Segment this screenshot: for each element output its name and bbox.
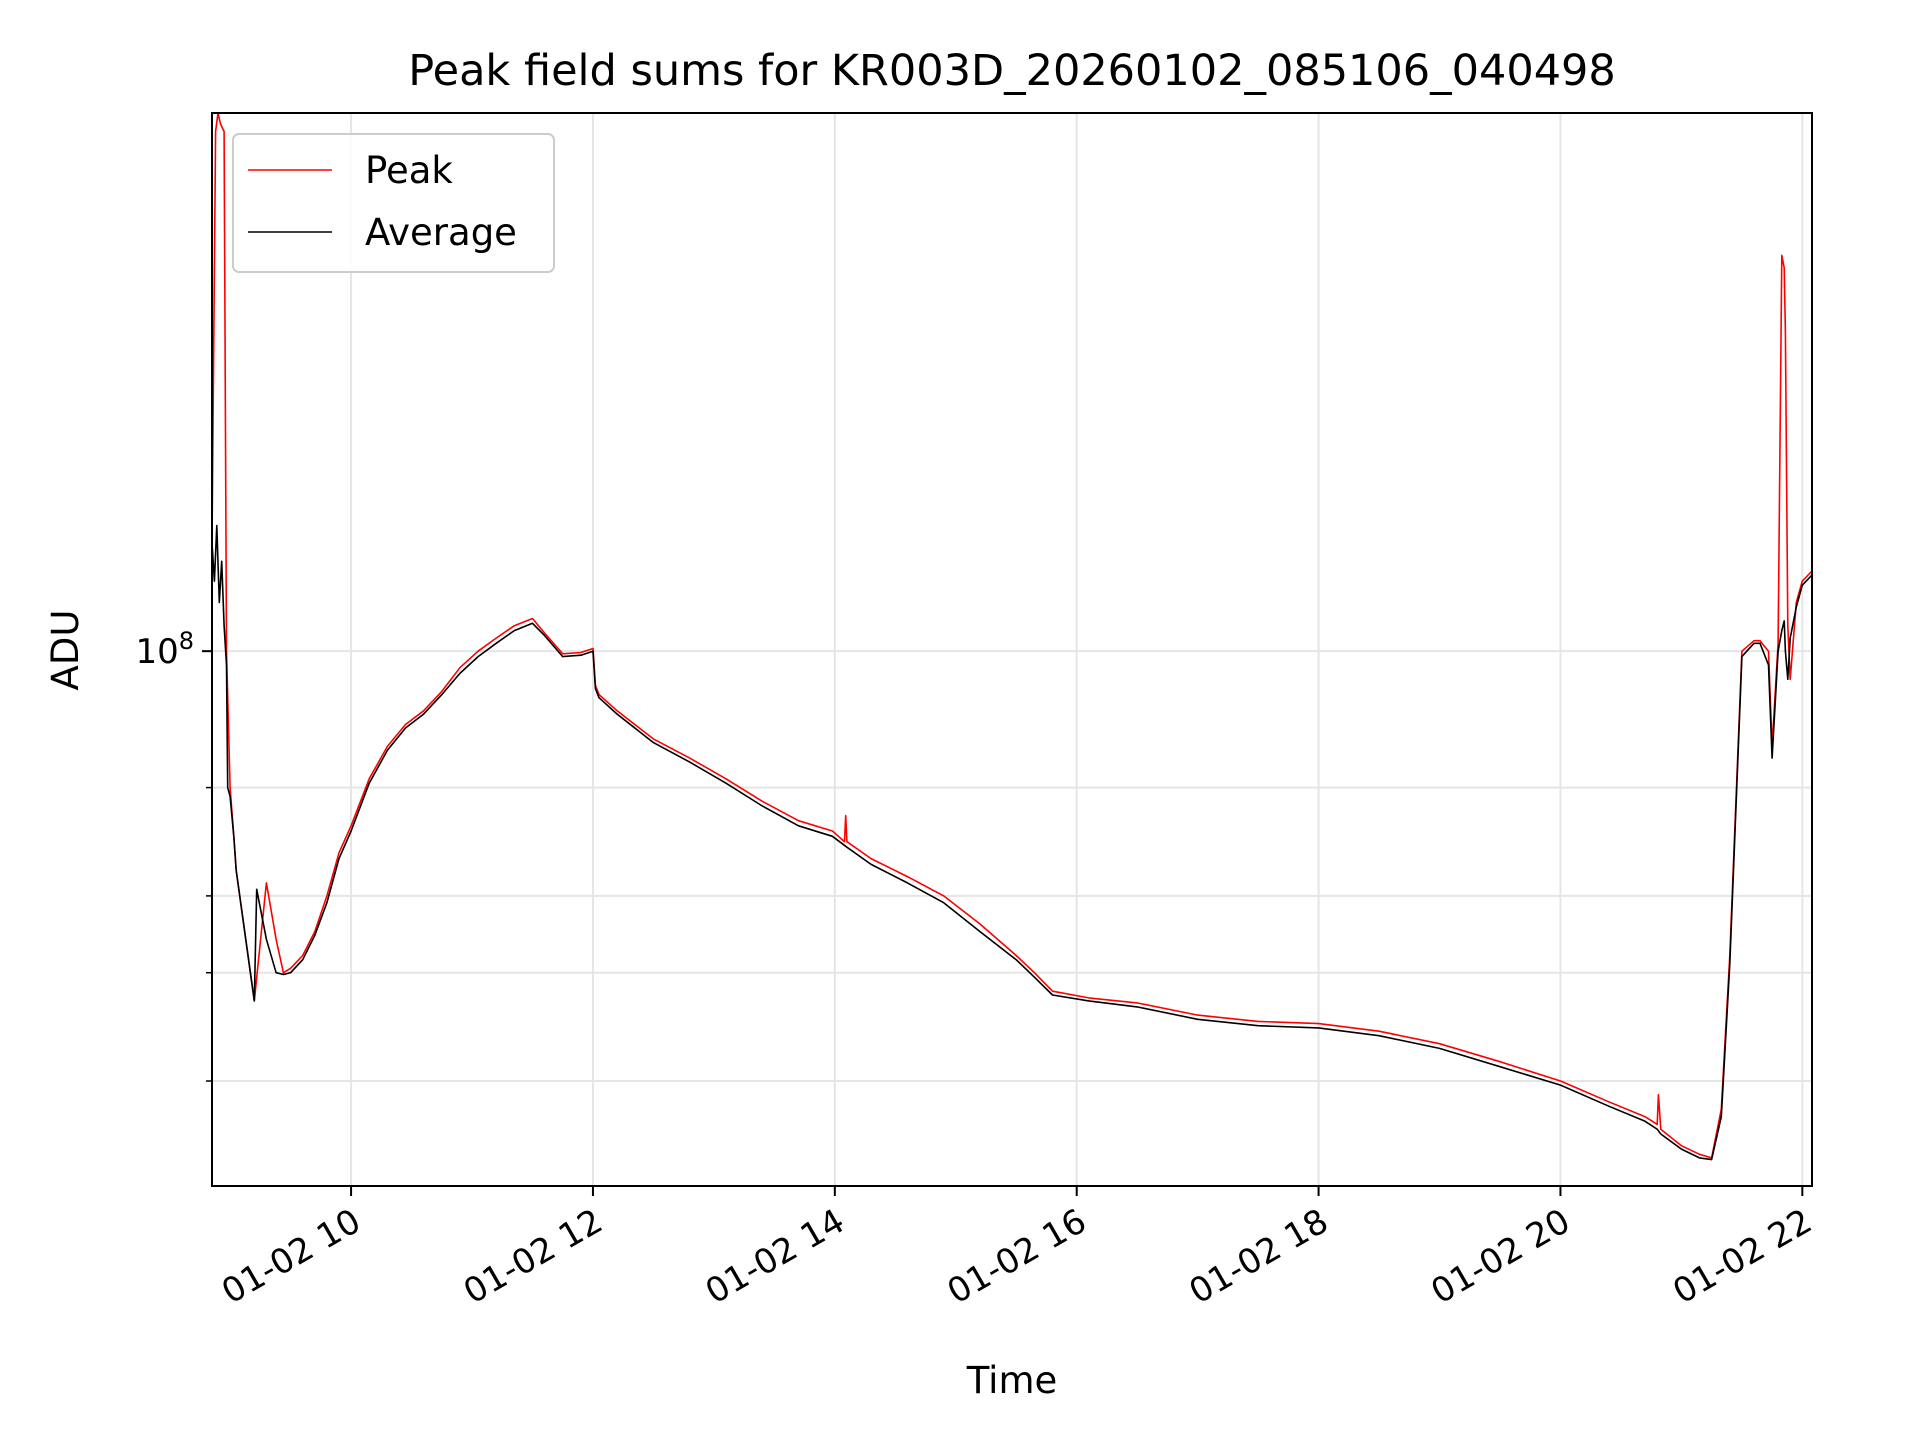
plot-frame [211,112,1813,1187]
series-line-average [212,524,1812,1161]
legend: Peak Average [232,133,555,273]
x-axis-label: Time [966,1359,1058,1402]
chart-title: Peak field sums for KR003D_20260102_0851… [408,46,1616,96]
legend-average-label: Average [365,211,517,254]
series-layer [212,113,1812,1161]
y-axis-ticks: 108 [135,627,212,1082]
legend-box [232,133,555,273]
legend-peak-label: Peak [365,149,453,192]
y-axis-label: ADU [44,610,87,691]
y-tick-label: 108 [135,627,194,672]
